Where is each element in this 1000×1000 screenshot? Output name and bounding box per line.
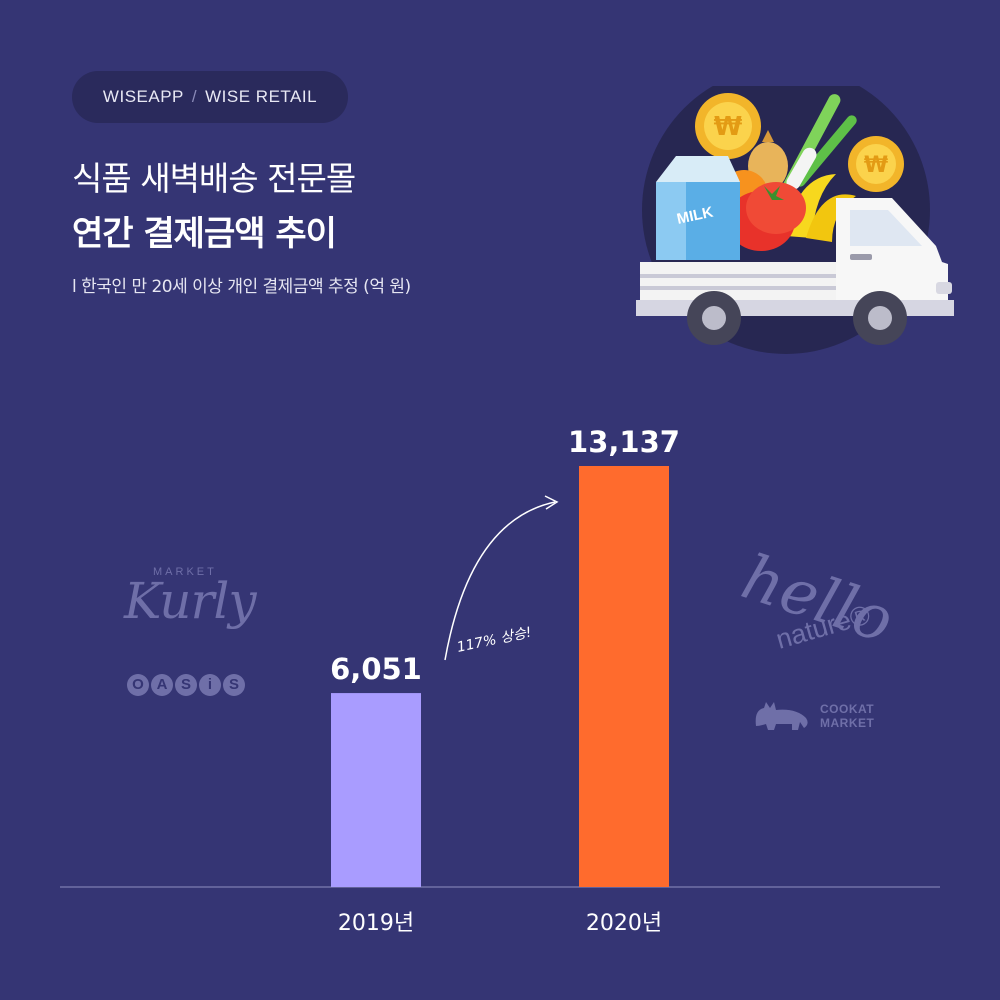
kurly-market-label: MARKET [153,566,217,578]
cookat-line-2: MARKET [820,716,875,730]
subtitle: l 한국인 만 20세 이상 개인 결제금액 추정 (억 원) [72,277,411,297]
oasis-letter: i [199,674,221,696]
kurly-logo: Kurly [124,572,257,630]
data-label: 6,051 [330,652,422,686]
growth-arrow [444,501,556,661]
growth-annotation: 117% 상승! [456,624,534,655]
oasis-letter: S [223,674,245,696]
oasis-letter: S [175,674,197,696]
growth-arrow-head [544,495,559,510]
cat-icon [755,702,808,730]
bar-2019년 [331,693,421,887]
oasis-letter: A [151,674,173,696]
oasis-logo: O A S i S [127,674,245,696]
x-tick-label: 2019년 [338,911,414,936]
cookat-line-1: COOKAT [820,702,875,716]
tomato-icon [727,182,806,251]
svg-text:₩: ₩ [714,112,743,142]
bar-2020년 [579,466,669,887]
coin-icon: ₩ [695,93,761,159]
source-separator: / [191,87,198,106]
milk-carton-icon: MILK [656,156,740,260]
data-label: 13,137 [568,425,680,459]
svg-text:₩: ₩ [864,153,888,178]
cookat-market-logo: COOKAT MARKET [752,700,874,732]
coin-icon: ₩ [848,136,904,192]
green-onion-icon [782,94,857,193]
x-tick-label: 2020년 [586,911,662,936]
delivery-truck-illustration: ₩ ₩ MILK [636,86,954,354]
source-wiseretail: WISE RETAIL [205,87,318,106]
source-wiseapp: WISEAPP [102,87,184,106]
bars-group: 6,051 2019년 13,137 2020년 [330,425,680,936]
oasis-letter: O [127,674,149,696]
title-line-1: 식품 새벽배송 전문몰 [72,159,356,198]
title-line-2: 연간 결제금액 추이 [72,214,337,254]
source-pill: WISEAPP / WISE RETAIL [72,71,348,123]
truck-icon [636,198,954,345]
